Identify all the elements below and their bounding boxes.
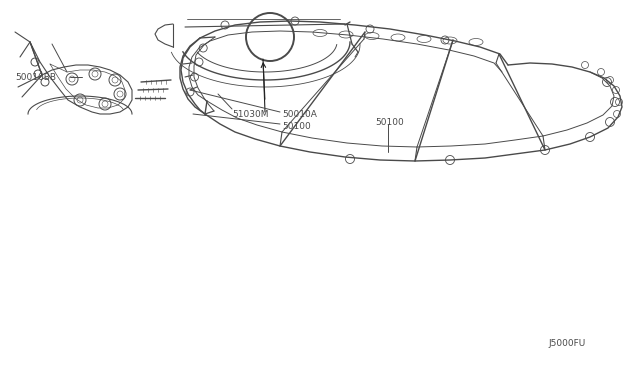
Text: 51030M: 51030M (232, 109, 269, 119)
Text: 50010A: 50010A (282, 109, 317, 119)
Text: 50100: 50100 (282, 122, 311, 131)
Text: 50010BB: 50010BB (15, 73, 56, 81)
Text: 50100: 50100 (375, 118, 404, 126)
Text: J5000FU: J5000FU (548, 340, 585, 349)
